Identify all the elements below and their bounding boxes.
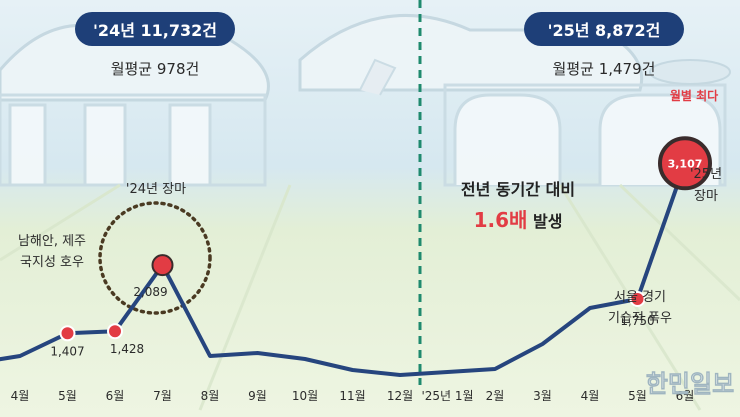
summary-2025-pill: '25년 8,872건 [524,12,684,46]
summary-2025-avg: 월평균 1,479건 [552,60,656,78]
annotation-southcoast-line2: 국지성 호우 [20,255,84,270]
annotation-seoul-line2: 기습적 폭우 [608,311,672,326]
comparison-line1: 전년 동기간 대비 [461,180,575,199]
x-tick-label: '25년 1월 [421,389,473,403]
x-tick-label: 12월 [387,389,413,403]
x-tick-label: 4월 [11,389,30,403]
annotation-rainy25-line1: '25년 [690,167,722,182]
x-tick-label: 11월 [339,389,365,403]
series-line [0,161,687,377]
data-point [107,323,123,340]
x-tick-label: 2월 [486,389,505,403]
x-tick-label: 5월 [628,389,647,403]
annotation-southcoast-line1: 남해안, 제주 [18,234,86,249]
x-tick-label: 7월 [153,389,172,403]
comparison-line2: 1.6배 발생 [474,208,563,232]
rainy-season-highlight [98,201,212,315]
x-tick-label: 10월 [292,389,318,403]
data-label: 1,750 [620,314,654,328]
annotation-rainy24: '24년 장마 [126,182,186,197]
data-point [151,254,174,277]
watermark: 한민일보 [646,370,734,398]
x-tick-label: 8월 [201,389,220,403]
x-tick-label: 6월 [106,389,125,403]
x-tick-label: 9월 [248,389,267,403]
annotation-seoul-line1: 서울 경기 [614,290,666,305]
annotation-rainy25-line2: 장마 [694,189,718,204]
comparison-highlight: 1.6배 [474,208,528,232]
comparison-suffix: 발생 [527,212,562,231]
x-tick-label: 5월 [58,389,77,403]
data-point [629,291,646,307]
data-point [658,136,712,191]
x-tick-label: 4월 [581,389,600,403]
data-label: 2,089 [133,285,167,299]
data-label: 1,428 [110,342,144,356]
data-label: 3,107 [668,157,703,170]
x-tick-label: 6월 [676,389,695,403]
annotation-peak: 월별 최다 [670,88,718,103]
data-point [59,325,76,342]
x-tick-label: 3월 [533,389,552,403]
summary-2024-pill: '24년 11,732건 [75,12,235,46]
data-label: 1,407 [50,344,84,358]
chart-marks: 4월 5월 1,407 6월 1,428 7월 2,089 8월 9월 10월 11월 12월 '25년… [0,136,712,403]
summary-2024-avg: 월평균 978건 [110,60,200,78]
